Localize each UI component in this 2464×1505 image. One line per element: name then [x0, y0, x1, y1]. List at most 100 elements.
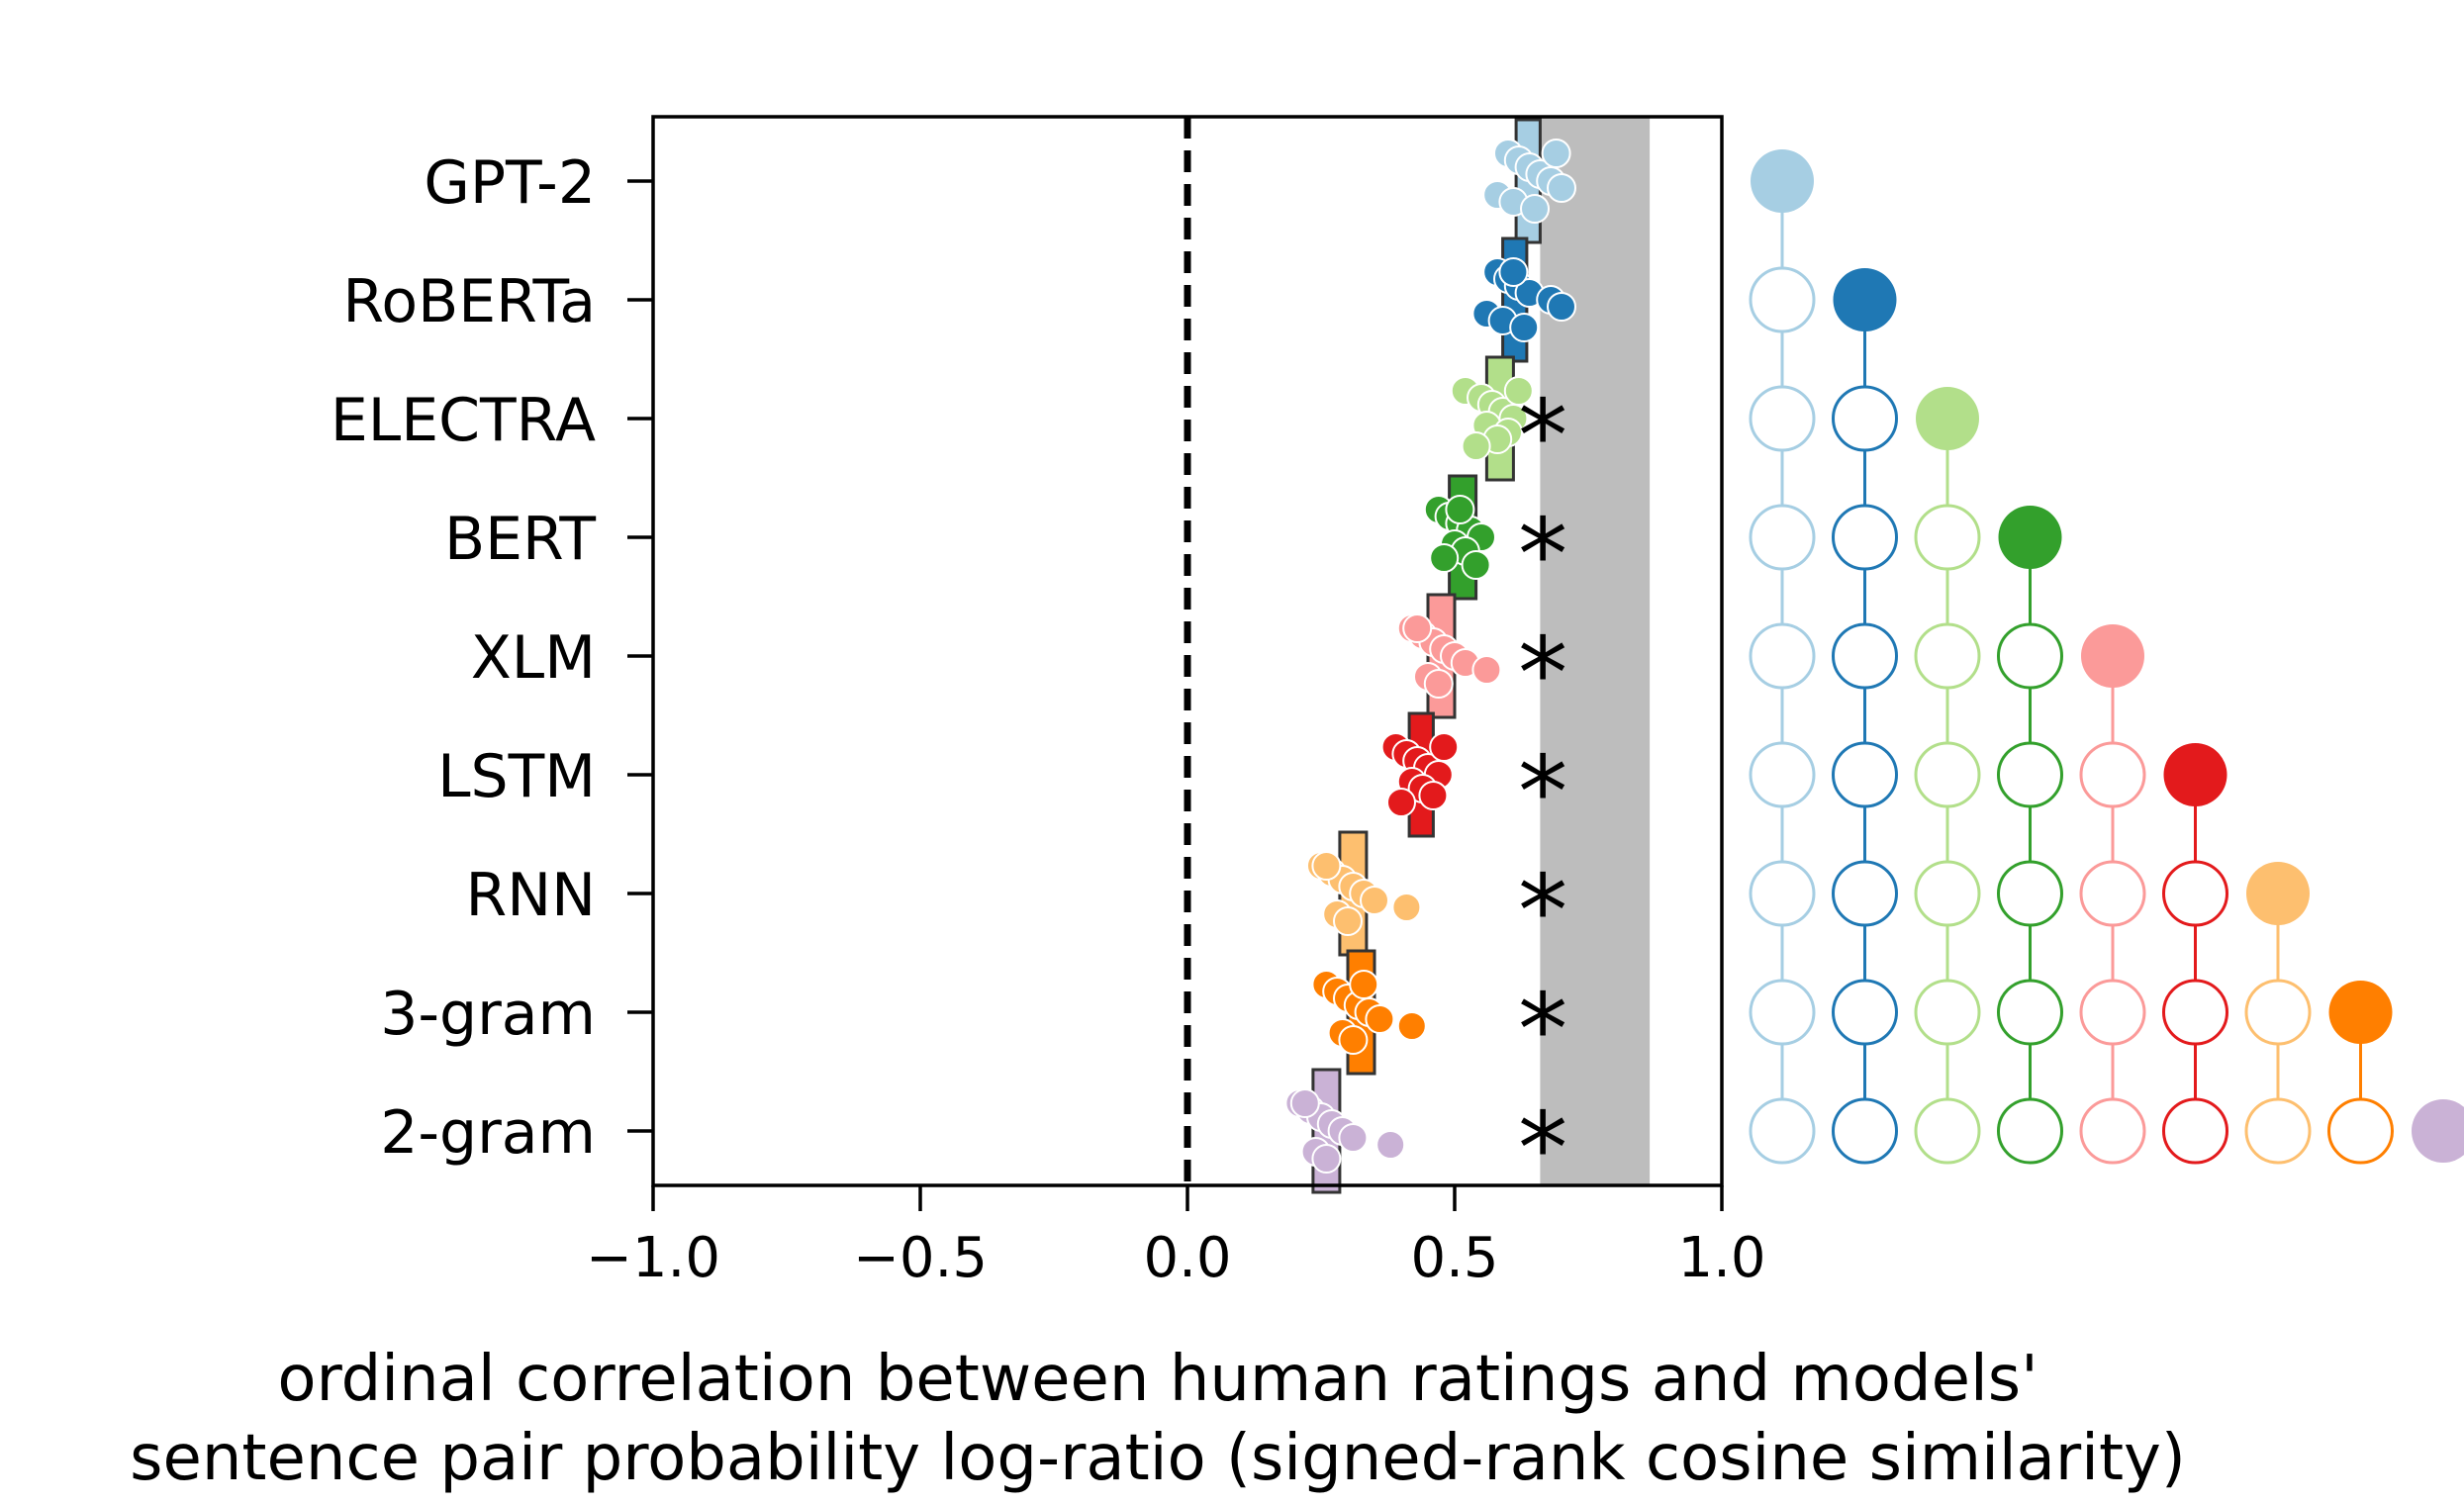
data-point: [1541, 139, 1571, 168]
y-tick-label: ELECTRA: [331, 386, 596, 455]
y-tick-label: 2-gram: [380, 1098, 596, 1168]
comparison-node-open: [1997, 1097, 2063, 1165]
comparison-node-open: [1832, 860, 1898, 927]
comparison-node-open: [1997, 741, 2063, 808]
data-point: [1520, 194, 1550, 224]
significance-marker: *: [1518, 615, 1567, 731]
comparison-node-open: [1997, 860, 2063, 927]
comparison-node-open: [1749, 504, 1816, 571]
data-point: [1498, 257, 1529, 287]
data-point: [1311, 1144, 1342, 1174]
comparison-node-filled: [2163, 743, 2227, 806]
data-point: [1461, 431, 1491, 461]
comparison-node-open: [1749, 266, 1816, 333]
comparison-node-open: [1749, 741, 1816, 808]
comparison-node-open: [1914, 622, 1981, 690]
comparison-node-filled: [2081, 624, 2144, 688]
y-tick-label: RNN: [466, 861, 596, 930]
data-point: [1547, 173, 1576, 203]
data-point: [1386, 788, 1416, 817]
comparison-node-open: [1832, 741, 1898, 808]
comparison-node-filled: [1998, 506, 2062, 569]
comparison-node-open: [2162, 1097, 2228, 1165]
x-axis-label-line-2: sentence pair probability log-ratio (sig…: [130, 1422, 2186, 1495]
data-point: [1338, 1123, 1369, 1153]
significance-marker: *: [1518, 734, 1567, 850]
comparison-node-open: [1749, 860, 1816, 927]
y-tick-label: LSTM: [437, 742, 596, 811]
y-tick-label: GPT-2: [424, 148, 596, 218]
comparison-node-open: [1749, 622, 1816, 690]
comparison-node-open: [2079, 979, 2146, 1046]
comparison-node-open: [2244, 979, 2312, 1046]
significance-marker: *: [1518, 972, 1567, 1087]
x-axis-label-line-1: ordinal correlation between human rating…: [277, 1343, 2038, 1416]
comparison-node-open: [1914, 979, 1981, 1046]
data-point: [1547, 292, 1576, 322]
x-tick-label: 0.0: [1143, 1226, 1231, 1290]
comparison-node-filled: [2246, 862, 2310, 925]
data-point: [1445, 495, 1475, 524]
x-axis: −1.0 −0.5 0.0 0.5 1.0: [586, 1185, 1766, 1290]
data-point: [1503, 376, 1534, 406]
comparison-node-filled: [2328, 981, 2393, 1044]
data-point: [1402, 613, 1433, 643]
significance-marker: *: [1518, 497, 1567, 612]
pairwise-comparison-matrix: [1749, 149, 2464, 1165]
data-point: [1471, 655, 1502, 685]
data-point: [1360, 886, 1389, 915]
comparison-node-open: [1749, 979, 1816, 1046]
data-point: [1349, 970, 1379, 999]
y-tick-label: 3-gram: [380, 980, 596, 1049]
comparison-node-open: [1914, 504, 1981, 571]
comparison-node-open: [1832, 385, 1898, 452]
comparison-node-filled: [2412, 1099, 2464, 1163]
comparison-node-open: [1997, 979, 2063, 1046]
data-point: [1338, 1025, 1369, 1055]
data-points: [1284, 139, 1576, 1174]
data-point: [1509, 313, 1540, 342]
comparison-node-open: [1749, 385, 1816, 452]
x-tick-label: −1.0: [586, 1226, 720, 1290]
x-tick-label: 1.0: [1677, 1226, 1765, 1290]
comparison-node-open: [1914, 860, 1981, 927]
comparison-node-open: [1914, 1097, 1981, 1165]
y-axis: GPT-2 RoBERTa ELECTRA BERT XLM LSTM RNN 3-gram 2…: [331, 148, 653, 1168]
comparison-node-open: [1749, 1097, 1816, 1165]
y-tick-label: XLM: [471, 623, 596, 693]
comparison-node-open: [1997, 622, 2063, 690]
comparison-node-open: [2244, 1097, 2312, 1165]
data-point: [1375, 1130, 1406, 1160]
data-point: [1429, 543, 1460, 573]
comparison-node-open: [1832, 979, 1898, 1046]
significance-marker: *: [1518, 1090, 1567, 1206]
comparison-node-open: [1832, 504, 1898, 571]
data-point: [1333, 906, 1363, 936]
comparison-node-filled: [1751, 149, 1814, 213]
comparison-node-open: [1832, 1097, 1898, 1165]
comparison-node-open: [2079, 741, 2146, 808]
comparison-node-open: [2079, 1097, 2146, 1165]
comparison-node-open: [1914, 741, 1981, 808]
data-point: [1391, 893, 1422, 922]
x-tick-label: 0.5: [1410, 1226, 1498, 1290]
comparison-node-open: [1832, 622, 1898, 690]
comparison-node-open: [2079, 860, 2146, 927]
data-point: [1311, 851, 1342, 881]
data-point: [1429, 732, 1460, 762]
y-tick-label: BERT: [444, 505, 596, 574]
data-point: [1423, 669, 1454, 699]
comparison-node-filled: [1916, 387, 1979, 450]
significance-marker: *: [1518, 853, 1567, 969]
comparison-node-open: [2162, 860, 2228, 927]
data-point: [1365, 1004, 1395, 1034]
data-point: [1461, 550, 1491, 580]
comparison-node-filled: [1833, 268, 1897, 331]
significance-marker: *: [1518, 378, 1567, 494]
data-point: [1289, 1088, 1320, 1118]
data-point: [1418, 781, 1449, 810]
significance-markers: *******: [1518, 378, 1567, 1206]
y-tick-label: RoBERTa: [342, 267, 596, 336]
comparison-node-open: [2162, 979, 2228, 1046]
